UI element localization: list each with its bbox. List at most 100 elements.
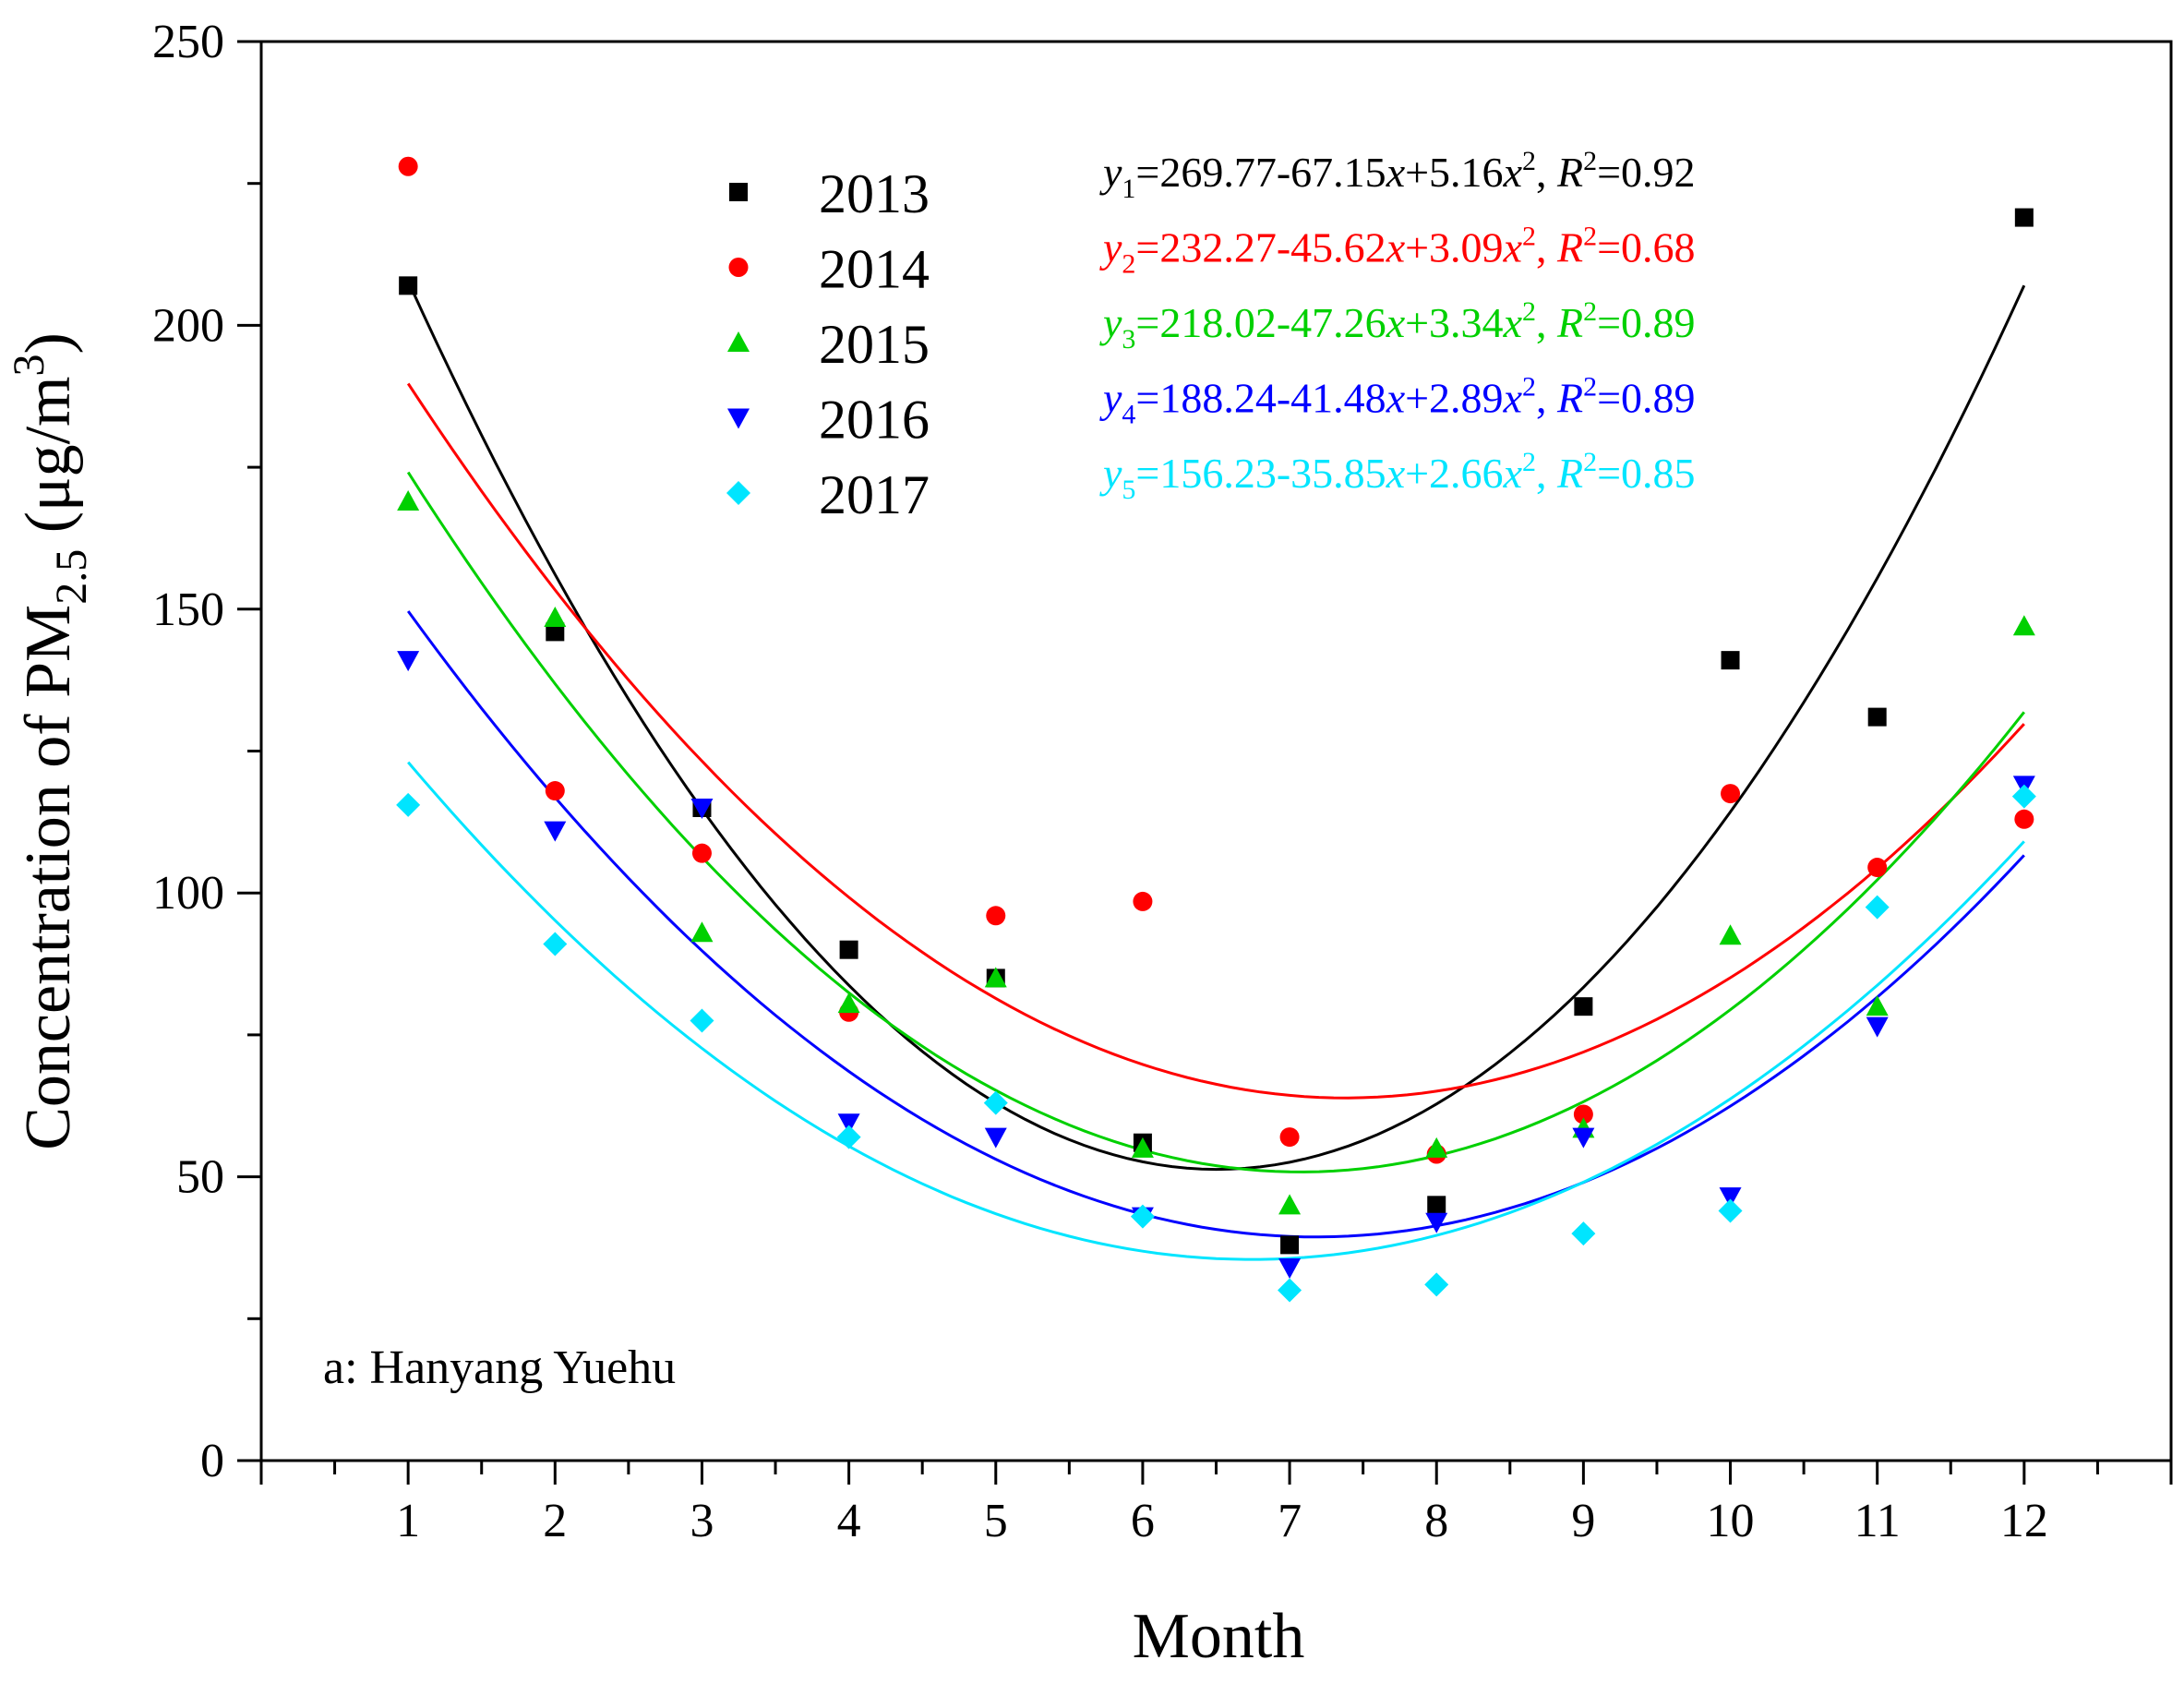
point-2015 [984, 967, 1007, 988]
point-2016 [1866, 1016, 1889, 1038]
point-2016 [397, 651, 420, 672]
fit-curve-2014 [406, 382, 2025, 1100]
site-annotation: a: Hanyang Yuehu [323, 1341, 676, 1394]
point-2014 [1721, 784, 1741, 804]
point-2015 [544, 607, 567, 628]
point-2017 [1865, 895, 1890, 920]
legend-label-2017: 2017 [819, 464, 930, 525]
legend-marker-2015 [727, 331, 750, 352]
x-tick-label: 10 [1707, 1495, 1755, 1547]
fit-equation-2013: y1=269.77-67.15x+5.16x2, R2=0.92 [1099, 146, 1696, 204]
point-2017 [396, 792, 421, 817]
point-2016 [984, 1127, 1007, 1149]
fit-curves [406, 280, 2026, 1261]
point-2015 [1866, 995, 1889, 1016]
point-2016 [1425, 1212, 1448, 1233]
point-2013 [1427, 1196, 1446, 1215]
legend-marker-2016 [727, 408, 750, 429]
y-tick-label: 150 [152, 583, 224, 636]
y-axis-label-unit-close: ) [13, 332, 84, 354]
x-tick-label: 8 [1424, 1495, 1448, 1547]
point-2017 [1571, 1221, 1596, 1246]
data-points [396, 156, 2036, 1303]
x-tick-label: 9 [1571, 1495, 1595, 1547]
x-tick-label: 1 [396, 1495, 420, 1547]
point-2014 [691, 843, 712, 863]
point-2017 [1130, 1204, 1155, 1229]
x-tick-label: 3 [690, 1495, 714, 1547]
point-2013 [546, 622, 565, 642]
legend-marker-2013 [729, 183, 748, 201]
point-2014 [1133, 891, 1153, 911]
point-2014 [545, 781, 565, 801]
fit-curve-2015 [406, 471, 2025, 1173]
point-2017 [690, 1008, 714, 1033]
fit-equation-2017: y5=156.23-35.85x+2.66x2, R2=0.85 [1099, 447, 1696, 505]
point-2016 [544, 821, 567, 842]
point-2013 [1280, 1235, 1300, 1255]
point-2014 [1867, 858, 1888, 878]
point-2017 [2011, 784, 2036, 809]
point-2016 [690, 798, 714, 819]
x-tick-label: 2 [543, 1495, 567, 1547]
x-tick-label: 5 [984, 1495, 1008, 1547]
legend-label-2016: 2016 [819, 390, 930, 451]
y-tick-label: 0 [200, 1435, 224, 1487]
point-2015 [1131, 1137, 1154, 1158]
y-tick-label: 50 [176, 1151, 224, 1204]
point-2015 [397, 489, 420, 511]
fit-curve-2016 [406, 610, 2025, 1239]
y-tick-label: 200 [152, 299, 224, 352]
y-tick-label: 250 [152, 16, 224, 68]
point-2017 [1278, 1278, 1302, 1303]
legend-label-2014: 2014 [819, 239, 930, 300]
point-2013 [2014, 208, 2034, 227]
point-2016 [1572, 1127, 1595, 1149]
point-2014 [986, 906, 1006, 926]
point-2014 [1279, 1127, 1300, 1148]
fit-curve-2013 [406, 280, 2026, 1172]
x-tick-label: 4 [837, 1495, 861, 1547]
fit-equations: y1=269.77-67.15x+5.16x2, R2=0.92 y2=232.2… [1099, 146, 1696, 505]
y-axis-label-unit-superscript: 3 [5, 355, 54, 377]
point-2016 [1719, 1187, 1742, 1209]
point-2015 [837, 992, 860, 1014]
point-2014 [1573, 1104, 1593, 1125]
y-axis-label-prefix: Concentration of PM [13, 605, 84, 1150]
legend-marker-2014 [728, 258, 749, 277]
point-2016 [1278, 1257, 1302, 1279]
point-2014 [2014, 809, 2034, 829]
x-tick-label: 6 [1131, 1495, 1155, 1547]
legend-label-2013: 2013 [819, 163, 930, 224]
x-tick-label: 11 [1854, 1495, 1901, 1547]
y-axis-label: Concentration of PM2.5 (μg/m3) [5, 332, 96, 1150]
point-2017 [983, 1090, 1008, 1115]
point-2013 [1574, 997, 1593, 1016]
point-2015 [2012, 615, 2035, 636]
point-2017 [1718, 1198, 1743, 1223]
fit-equation-2016: y4=188.24-41.48x+2.89x2, R2=0.89 [1099, 372, 1696, 430]
legend-marker-2017 [726, 481, 750, 505]
fit-equation-2015: y3=218.02-47.26x+3.34x2, R2=0.89 [1099, 296, 1696, 355]
fit-curve-2017 [407, 761, 2025, 1261]
legend-label-2015: 2015 [819, 314, 930, 375]
point-2015 [1278, 1194, 1302, 1215]
y-axis-label-unit: (μg/m [13, 377, 84, 549]
fit-equation-2014: y2=232.27-45.62x+3.09x2, R2=0.68 [1099, 222, 1696, 280]
point-2013 [839, 940, 858, 959]
point-2013 [1867, 707, 1887, 727]
point-2013 [399, 276, 418, 295]
x-tick-label: 12 [2000, 1495, 2048, 1547]
x-axis-label: Month [1133, 1601, 1305, 1672]
point-2017 [836, 1125, 861, 1149]
point-2017 [1424, 1272, 1449, 1297]
point-2015 [690, 921, 714, 943]
x-tick-label: 7 [1278, 1495, 1302, 1547]
point-2013 [1721, 651, 1740, 670]
point-2015 [1425, 1137, 1448, 1158]
point-2017 [543, 932, 568, 956]
point-2014 [398, 156, 418, 176]
y-axis-label-subscript: 2.5 [47, 549, 96, 605]
